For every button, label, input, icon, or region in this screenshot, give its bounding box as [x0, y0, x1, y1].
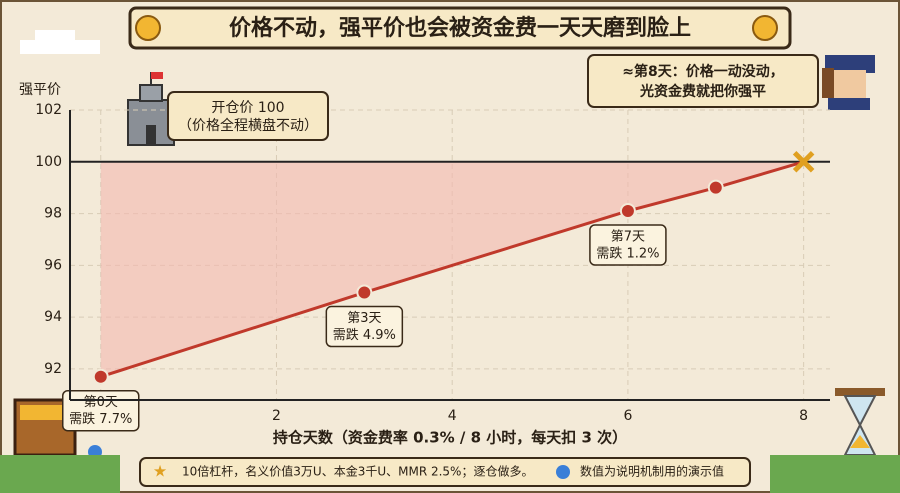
x-tick-label: 4 [448, 408, 457, 424]
star-icon: ★ [153, 462, 167, 481]
data-point [92, 368, 109, 385]
point-label: 需跌 4.9% [333, 327, 396, 343]
title-box [128, 6, 792, 50]
grass [0, 455, 120, 493]
point-label-box [589, 224, 667, 266]
point-label: 第0天 [84, 395, 118, 410]
footer-note: 数值为说明机制用的演示值 [580, 464, 724, 479]
callout-box [167, 91, 329, 141]
callout-box [587, 54, 819, 108]
point-label: 第7天 [611, 229, 645, 244]
point-label: 需跌 1.2% [596, 245, 659, 261]
liquidation-marker [792, 151, 815, 173]
gem-icon [556, 465, 570, 479]
data-point [356, 284, 373, 301]
callout-text: （价格全程横盘不动） [178, 117, 318, 134]
y-tick-label: 96 [44, 257, 62, 273]
cloud [20, 30, 100, 54]
data-point [619, 202, 636, 219]
x-axis-label: 持仓天数（资金费率 0.3% / 8 小时，每天扣 3 次） [273, 429, 627, 447]
data-point [707, 179, 724, 196]
callout-text: 开仓价 100 [211, 100, 284, 116]
footer-note: 10倍杠杆，名义价值3万U、本金3千U、MMR 2.5%；逐仓做多。 [182, 464, 533, 479]
x-tick-label: 2 [272, 408, 281, 424]
coin [135, 15, 161, 41]
y-tick-label: 94 [44, 309, 62, 325]
point-label: 第3天 [347, 311, 381, 326]
callout-text: 光资金费就把你强平 [639, 83, 766, 100]
y-tick-label: 100 [35, 154, 62, 170]
x-tick-label: 6 [623, 408, 632, 424]
y-tick-label: 98 [44, 206, 62, 222]
loss-area [100, 161, 804, 377]
callout-text: ≈第8天：价格一动没动， [622, 63, 783, 80]
point-label: 需跌 7.7% [69, 411, 132, 427]
y-tick-label: 92 [44, 361, 62, 377]
grass [770, 455, 900, 493]
coin [752, 15, 778, 41]
point-label-box [325, 305, 404, 348]
y-tick-label: 102 [35, 102, 62, 118]
y-axis-label: 强平价 [19, 82, 61, 98]
character [822, 55, 875, 110]
chart-title: 价格不动，强平价也会被资金费一天天磨到脸上 [229, 15, 691, 41]
x-tick-label: 8 [799, 408, 808, 424]
footer-box [139, 457, 751, 487]
